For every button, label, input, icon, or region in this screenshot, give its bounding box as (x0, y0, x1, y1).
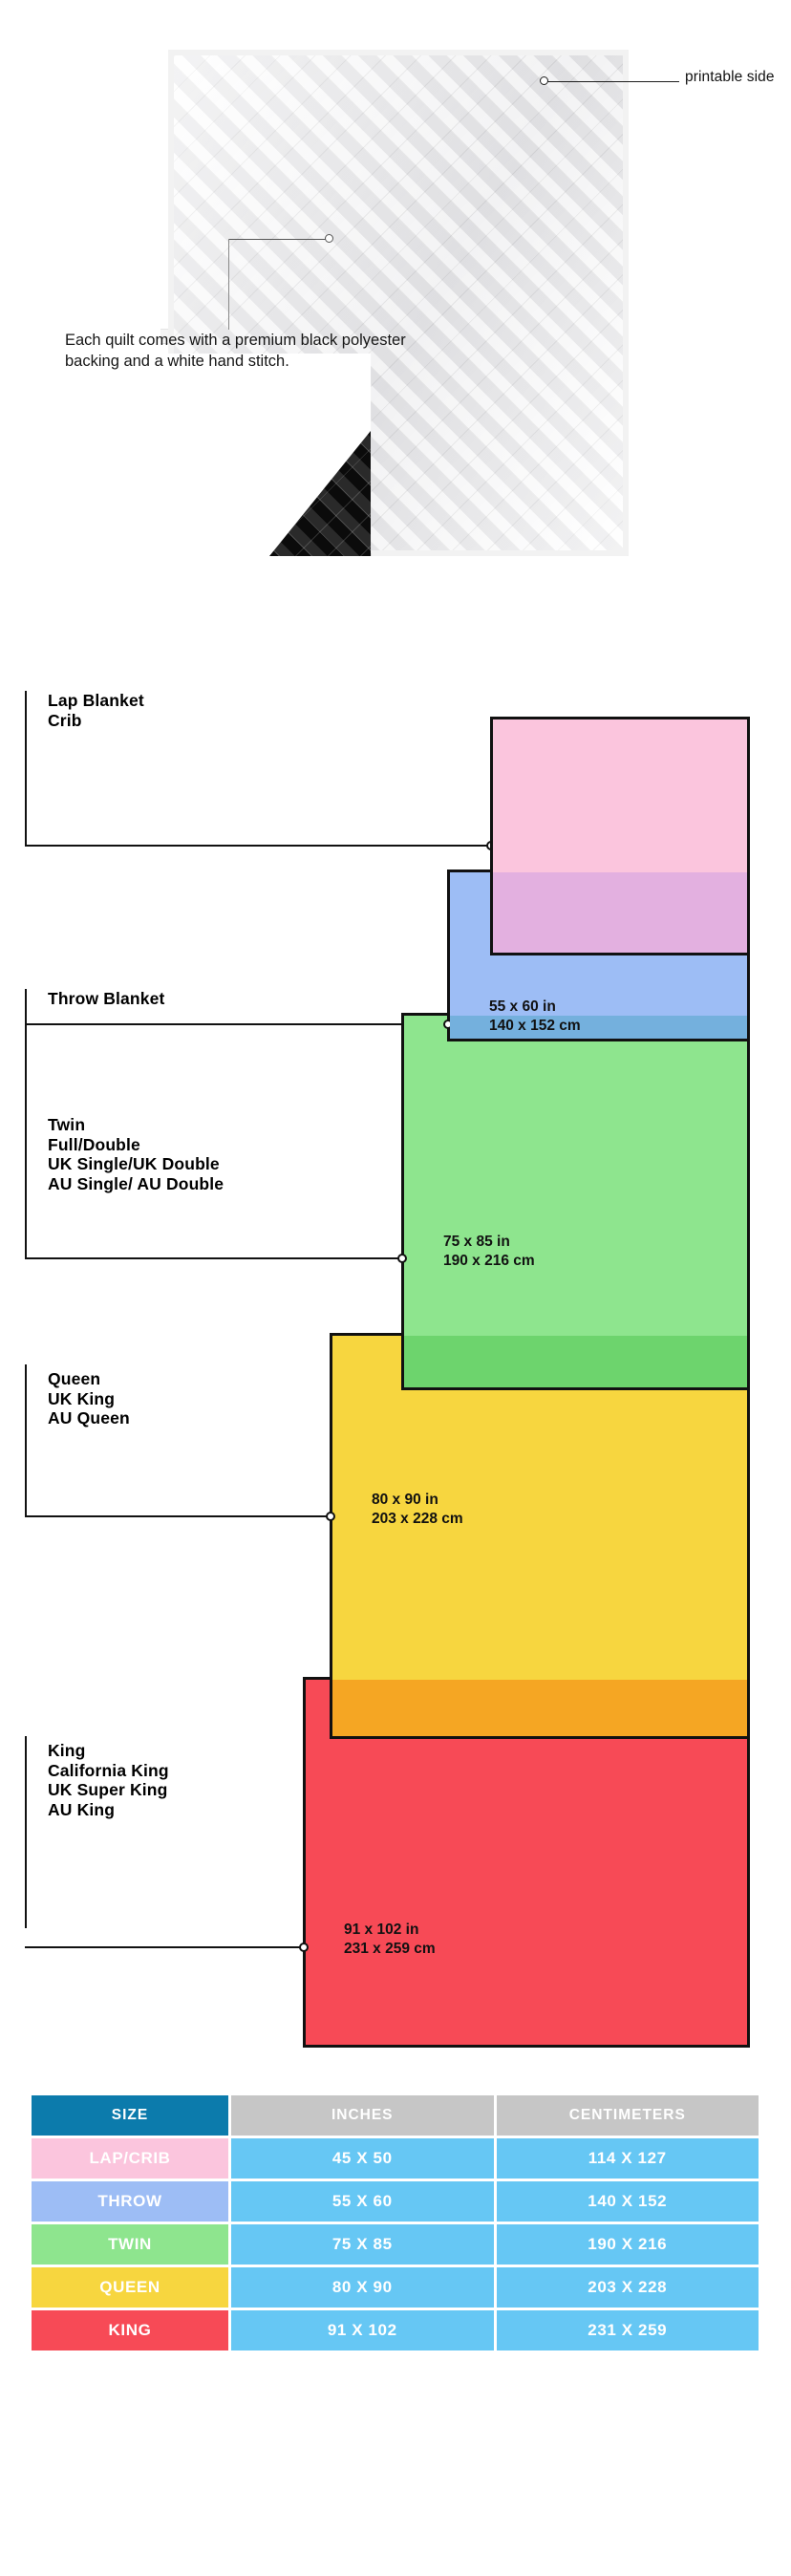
lap-crib-group-label: Lap Blanket Crib (48, 691, 144, 730)
table-cell-size-king: KING (32, 2310, 228, 2351)
king-group-label: King California King UK Super King AU Ki… (48, 1741, 169, 1819)
table-cell-inches-queen: 80 X 90 (231, 2267, 494, 2308)
quilt-photo-section: printable side Each quilt comes with a p… (0, 0, 791, 669)
size-rect-queen (330, 1333, 750, 1739)
king-dimension-label: 91 x 102 in 231 x 259 cm (344, 1921, 436, 1957)
table-row: LAP/CRIB 45 X 50 114 X 127 (32, 2138, 759, 2179)
throw-bracket-vertical (25, 989, 27, 1129)
table-header-row: SIZE INCHES CENTIMETERS (32, 2095, 759, 2136)
backing-leader-line-vertical (228, 239, 229, 330)
table-cell-inches-throw: 55 X 60 (231, 2181, 494, 2222)
backing-leader-line-horizontal (228, 239, 331, 240)
twin-leader-line (25, 1257, 404, 1259)
twin-anchor-dot (397, 1254, 407, 1263)
quilt-illustration (160, 50, 629, 556)
table-cell-size-twin: TWIN (32, 2224, 228, 2265)
throw-group-label: Throw Blanket (48, 989, 165, 1008)
table-row: QUEEN 80 X 90 203 X 228 (32, 2267, 759, 2308)
king-anchor-dot (299, 1943, 309, 1952)
twin-group-label: Twin Full/Double UK Single/UK Double AU … (48, 1115, 224, 1193)
table-cell-cm-king: 231 X 259 (496, 2310, 759, 2351)
size-rect-twin-queen-overlap (404, 1336, 747, 1387)
size-rect-throw-twin-overlap (450, 1016, 747, 1039)
size-chart-table: SIZE INCHES CENTIMETERS LAP/CRIB 45 X 50… (29, 2093, 761, 2353)
queen-bracket-vertical (25, 1364, 27, 1516)
table-cell-size-throw: THROW (32, 2181, 228, 2222)
table-cell-size-queen: QUEEN (32, 2267, 228, 2308)
printable-side-anchor-dot (540, 76, 548, 85)
table-row: TWIN 75 X 85 190 X 216 (32, 2224, 759, 2265)
size-rect-twin (401, 1013, 750, 1390)
size-rect-lap-throw-overlap (493, 872, 747, 953)
throw-leader-line (25, 1023, 450, 1025)
queen-anchor-dot (326, 1512, 335, 1521)
table-header-size: SIZE (32, 2095, 228, 2136)
size-rect-queen-king-overlap (332, 1680, 747, 1736)
twin-bracket-vertical (25, 1110, 27, 1258)
printable-side-label: printable side (685, 69, 775, 85)
king-leader-line (25, 1946, 306, 1948)
lap-crib-bracket-vertical (25, 691, 27, 846)
table-cell-cm-lapcrib: 114 X 127 (496, 2138, 759, 2179)
backing-anchor-dot (325, 234, 333, 243)
printable-side-leader-line (547, 81, 679, 82)
twin-dimension-label: 75 x 85 in 190 x 216 cm (443, 1234, 535, 1269)
table-cell-inches-king: 91 X 102 (231, 2310, 494, 2351)
table-cell-size-lapcrib: LAP/CRIB (32, 2138, 228, 2179)
table-cell-cm-twin: 190 X 216 (496, 2224, 759, 2265)
table-header-inches: INCHES (231, 2095, 494, 2136)
table-row: THROW 55 X 60 140 X 152 (32, 2181, 759, 2222)
lap-crib-leader-line (25, 845, 493, 847)
queen-leader-line (25, 1515, 332, 1517)
photo-caption: Each quilt comes with a premium black po… (65, 332, 406, 370)
throw-dimension-label: 55 x 60 in 140 x 152 cm (489, 998, 581, 1034)
table-row: KING 91 X 102 231 X 259 (32, 2310, 759, 2351)
table-cell-cm-throw: 140 X 152 (496, 2181, 759, 2222)
queen-dimension-label: 80 x 90 in 203 x 228 cm (372, 1492, 463, 1527)
king-bracket-vertical (25, 1736, 27, 1928)
queen-group-label: Queen UK King AU Queen (48, 1369, 130, 1428)
table-cell-inches-twin: 75 X 85 (231, 2224, 494, 2265)
table-cell-inches-lapcrib: 45 X 50 (231, 2138, 494, 2179)
table-header-centimeters: CENTIMETERS (496, 2095, 759, 2136)
table-cell-cm-queen: 203 X 228 (496, 2267, 759, 2308)
